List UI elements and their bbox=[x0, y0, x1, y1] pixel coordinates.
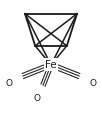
Text: O: O bbox=[34, 94, 41, 103]
Text: O: O bbox=[90, 79, 97, 88]
Text: O: O bbox=[5, 79, 12, 88]
Text: Fe: Fe bbox=[45, 60, 57, 70]
